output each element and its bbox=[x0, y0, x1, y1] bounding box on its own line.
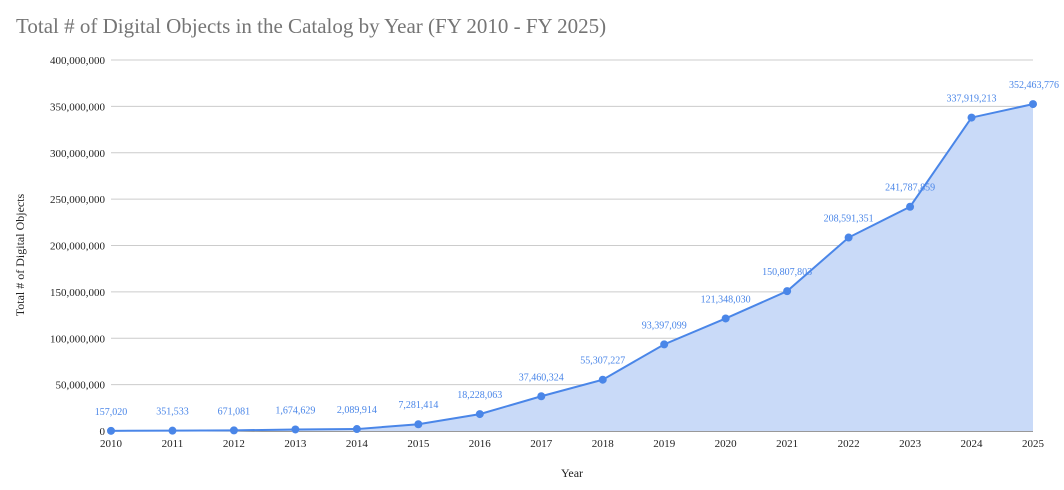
x-tick-label: 2014 bbox=[346, 438, 369, 450]
data-label: 671,081 bbox=[218, 406, 251, 417]
data-label: 157,020 bbox=[95, 407, 128, 418]
data-label: 121,348,030 bbox=[701, 294, 751, 305]
area-fill bbox=[111, 104, 1033, 432]
x-tick-label: 2025 bbox=[1022, 438, 1045, 450]
data-point bbox=[475, 410, 484, 419]
y-tick-label: 0 bbox=[100, 426, 106, 438]
y-tick-label: 400,000,000 bbox=[50, 55, 106, 67]
data-label: 93,397,099 bbox=[642, 320, 687, 331]
y-tick-label: 350,000,000 bbox=[50, 101, 106, 113]
x-tick-label: 2017 bbox=[530, 438, 553, 450]
y-axis-title: Total # of Digital Objects bbox=[13, 193, 27, 316]
data-label: 337,919,213 bbox=[947, 94, 997, 105]
data-point bbox=[844, 233, 853, 242]
data-label: 150,807,803 bbox=[762, 267, 812, 278]
data-label: 2,089,914 bbox=[337, 405, 377, 416]
data-label: 241,787,859 bbox=[885, 183, 935, 194]
data-label: 7,281,414 bbox=[398, 400, 438, 411]
x-tick-label: 2018 bbox=[592, 438, 615, 450]
data-point bbox=[783, 287, 792, 296]
x-tick-label: 2022 bbox=[838, 438, 860, 450]
data-point bbox=[1029, 100, 1037, 109]
y-tick-label: 200,000,000 bbox=[50, 241, 106, 253]
x-tick-label: 2015 bbox=[407, 438, 430, 450]
x-tick-label: 2023 bbox=[899, 438, 922, 450]
data-point bbox=[291, 425, 300, 434]
data-label: 18,228,063 bbox=[457, 390, 502, 401]
y-tick-label: 150,000,000 bbox=[50, 287, 106, 299]
x-tick-label: 2019 bbox=[653, 438, 676, 450]
data-point bbox=[168, 426, 177, 435]
data-label: 351,533 bbox=[156, 407, 189, 418]
y-tick-label: 300,000,000 bbox=[50, 148, 106, 160]
data-point bbox=[660, 340, 669, 349]
data-label: 352,463,776 bbox=[1009, 80, 1059, 91]
x-tick-label: 2020 bbox=[715, 438, 738, 450]
x-tick-label: 2021 bbox=[776, 438, 798, 450]
data-label: 208,591,351 bbox=[824, 214, 874, 225]
data-label: 37,460,324 bbox=[519, 372, 564, 383]
data-label: 55,307,227 bbox=[580, 356, 625, 367]
data-point bbox=[414, 420, 423, 429]
x-tick-label: 2011 bbox=[162, 438, 184, 450]
series-line bbox=[110, 103, 1034, 432]
data-point bbox=[721, 314, 730, 323]
data-point bbox=[229, 426, 238, 435]
y-tick-label: 100,000,000 bbox=[50, 333, 106, 345]
data-point bbox=[967, 113, 976, 122]
y-tick-label: 250,000,000 bbox=[50, 194, 106, 206]
data-point bbox=[537, 392, 546, 401]
x-axis-title: Year bbox=[561, 466, 583, 480]
y-tick-label: 50,000,000 bbox=[56, 380, 106, 392]
x-tick-label: 2010 bbox=[100, 438, 123, 450]
data-point bbox=[107, 426, 115, 435]
x-tick-label: 2012 bbox=[223, 438, 245, 450]
x-tick-label: 2016 bbox=[469, 438, 492, 450]
chart-title: Total # of Digital Objects in the Catalo… bbox=[16, 14, 607, 38]
data-label: 1,674,629 bbox=[275, 405, 315, 416]
x-tick-label: 2024 bbox=[961, 438, 984, 450]
x-tick-label: 2013 bbox=[284, 438, 307, 450]
data-point bbox=[598, 375, 607, 384]
data-point bbox=[352, 425, 361, 434]
data-point bbox=[906, 202, 915, 211]
